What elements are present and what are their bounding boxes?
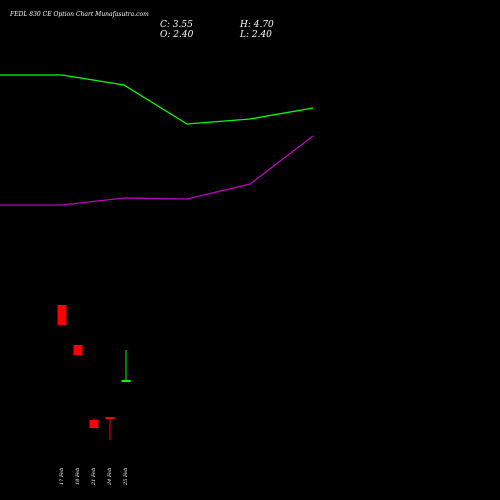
candle-body (73, 345, 83, 355)
close-value: C: 3.55 (160, 20, 193, 30)
indicator-line-1 (0, 74, 314, 125)
candle-21-feb (89, 418, 99, 428)
candle-body (89, 420, 99, 428)
x-tick-label: 17 Feb (59, 468, 65, 485)
x-tick-label: 25 Feb (123, 468, 129, 486)
candle-17-feb (57, 305, 67, 325)
high-value: H: 4.70 (239, 20, 274, 30)
x-tick-label: 21 Feb (91, 468, 97, 486)
x-tick-label: 18 Feb (75, 468, 81, 485)
candle-body (121, 380, 131, 382)
indicator-lines (0, 74, 314, 206)
x-axis-ticks: 17 Feb 18 Feb 21 Feb 24 Feb 25 Feb (59, 468, 129, 486)
indicator-line-2 (0, 135, 314, 206)
candle-18-feb (73, 345, 83, 355)
x-tick-label: 24 Feb (107, 468, 113, 486)
chart-title: FEDL 830 CE Option Chart Munafasutra.com (9, 11, 149, 18)
candle-25-feb (121, 350, 131, 382)
open-value: O: 2.40 (160, 30, 194, 40)
candles (57, 305, 131, 440)
candle-body (105, 417, 115, 419)
candle-body (57, 305, 67, 325)
low-value: L: 2.40 (239, 30, 272, 40)
candle-24-feb (105, 417, 115, 440)
